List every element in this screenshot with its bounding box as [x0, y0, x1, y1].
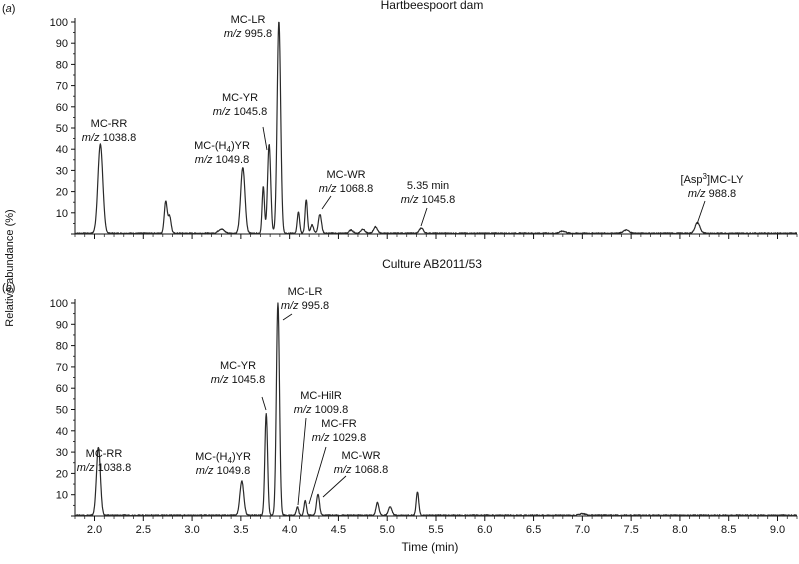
peak-annotation-line: MC-LR	[288, 286, 323, 298]
annotation-leader-line	[297, 417, 307, 506]
peak-annotation-line: m/z 1009.8	[294, 404, 348, 416]
y-tick-label: 70	[56, 362, 68, 374]
x-tick-label: 3.0	[184, 524, 199, 536]
annotation-leader-line	[262, 126, 268, 151]
peak-annotation-line: MC-(H4)YR	[194, 140, 250, 154]
peak-annotation-line: m/z 995.8	[224, 28, 272, 40]
annotation-leader-line	[308, 446, 327, 505]
peak-annotation-line: m/z 1049.8	[196, 465, 250, 477]
peak-annotation-line: m/z 1029.8	[312, 432, 366, 444]
x-tick-label: 9.0	[770, 524, 785, 536]
annotation-leader-line	[261, 396, 267, 411]
x-tick-label: 8.5	[721, 524, 736, 536]
peak-annotation-line: m/z 988.8	[688, 188, 736, 200]
annotation-leader-line	[321, 195, 332, 210]
y-tick-label: 20	[56, 468, 68, 480]
peak-annotation: MC-YR m/z 1045.8	[213, 92, 268, 151]
chromatogram-trace	[74, 302, 798, 517]
y-tick-label: 10	[56, 208, 68, 220]
x-tick-label: 8.0	[672, 524, 687, 536]
peak-annotation-line: MC-WR	[326, 169, 365, 181]
peak-annotation-line: MC-RR	[86, 448, 123, 460]
peak-annotation-line: MC-WR	[341, 450, 380, 462]
peak-annotation-line: m/z 1038.8	[82, 132, 136, 144]
x-tick-label: 4.5	[331, 524, 346, 536]
annotation-leader-line	[282, 313, 293, 321]
y-tick-label: 100	[50, 298, 68, 310]
peak-annotation: MC-(H4)YRm/z 1049.8	[195, 451, 251, 477]
y-tick-label: 10	[56, 490, 68, 502]
y-tick-label: 30	[56, 165, 68, 177]
peak-annotation: MC-YR m/z 1045.8	[211, 360, 267, 411]
peak-annotation: MC-HilR m/z 1009.8	[294, 390, 348, 506]
y-tick-label: 100	[50, 17, 68, 29]
peak-annotation-line: m/z 1068.8	[319, 183, 373, 195]
y-tick-label: 50	[56, 123, 68, 135]
peak-annotation-line: MC-RR	[91, 118, 128, 130]
annotation-leader-line	[420, 207, 428, 227]
chart-panel-b: 10 20 30 40 50 60 70 80 90 100 2.0 2.5 3.0 3.5 4.0 4.5 5…	[2, 257, 798, 536]
peak-annotation: MC-FR m/z 1029.8	[308, 418, 366, 505]
x-tick-label: 5.0	[380, 524, 395, 536]
x-tick-label: 5.5	[428, 524, 443, 536]
y-tick-label: 60	[56, 383, 68, 395]
x-tick-label: 3.5	[233, 524, 248, 536]
annotation-leader-line	[696, 200, 706, 225]
peak-annotation-line: m/z 995.8	[281, 300, 329, 312]
x-tick-label: 2.5	[136, 524, 151, 536]
y-tick-label: 40	[56, 426, 68, 438]
y-tick-label: 80	[56, 341, 68, 353]
peak-annotation-line: MC-YR	[220, 360, 256, 372]
peak-annotation: MC-LR m/z 995.8	[224, 14, 272, 40]
y-tick-label: 60	[56, 102, 68, 114]
x-tick-label: 4.0	[282, 524, 297, 536]
y-tick-label: 70	[56, 81, 68, 93]
peak-annotation-line: m/z 1045.8	[211, 374, 265, 386]
y-tick-label: 20	[56, 187, 68, 199]
peak-annotation-line: 5.35 min	[407, 180, 449, 192]
y-tick-label: 90	[56, 38, 68, 50]
peak-annotation: MC-WR m/z 1068.8	[322, 450, 388, 498]
y-tick-label: 90	[56, 319, 68, 331]
panel-title: Culture AB2011/53	[382, 257, 482, 271]
y-tick-label: 30	[56, 447, 68, 459]
peak-annotation: MC-RR m/z 1038.8	[82, 118, 136, 144]
peak-annotation-line: MC-HilR	[300, 390, 342, 402]
peak-annotation: MC-RR m/z 1038.8	[77, 448, 131, 474]
peak-annotation: [Asp3]MC-LY m/z 988.8	[681, 172, 745, 225]
peak-annotation-line: MC-FR	[321, 418, 356, 430]
peak-annotation-line: m/z 1038.8	[77, 462, 131, 474]
peak-annotation-line: MC-(H4)YR	[195, 451, 251, 465]
y-tick-label: 40	[56, 144, 68, 156]
panel-title: Hartbeespoort dam	[381, 0, 484, 12]
x-tick-label: 2.0	[87, 524, 102, 536]
x-tick-label: 7.0	[575, 524, 590, 536]
peak-annotation: MC-(H4)YRm/z 1049.8	[194, 140, 250, 166]
x-tick-label: 6.0	[477, 524, 492, 536]
peak-annotation-line: m/z 1049.8	[195, 154, 249, 166]
peak-annotation-line: MC-YR	[222, 92, 258, 104]
peak-annotation-line: MC-LR	[231, 14, 266, 26]
x-axis-label: Time (min)	[402, 540, 459, 554]
y-axis-label: Relative abundance (%)	[4, 209, 16, 326]
peak-annotation: MC-LR m/z 995.8	[281, 286, 329, 321]
chart-panel-a: 10 20 30 40 50 60 70 80 90 100 (a) Hartbeespoort da…	[2, 0, 798, 239]
peak-annotation-line: m/z 1068.8	[334, 464, 388, 476]
panel-letter: (b)	[2, 282, 15, 294]
annotation-leader-line	[322, 475, 347, 498]
y-tick-label: 50	[56, 405, 68, 417]
panel-letter: (a)	[2, 3, 15, 15]
y-tick-label: 80	[56, 59, 68, 71]
chromatogram-trace	[74, 21, 798, 235]
peak-annotation-line: [Asp3]MC-LY	[681, 172, 745, 186]
peak-annotation-line: m/z 1045.8	[401, 194, 455, 206]
peak-annotation: MC-WR m/z 1068.8	[319, 169, 373, 210]
x-tick-label: 7.5	[623, 524, 638, 536]
x-tick-label: 6.5	[526, 524, 541, 536]
peak-annotation-line: m/z 1045.8	[213, 106, 267, 118]
peak-annotation: 5.35 min m/z 1045.8	[401, 180, 455, 227]
